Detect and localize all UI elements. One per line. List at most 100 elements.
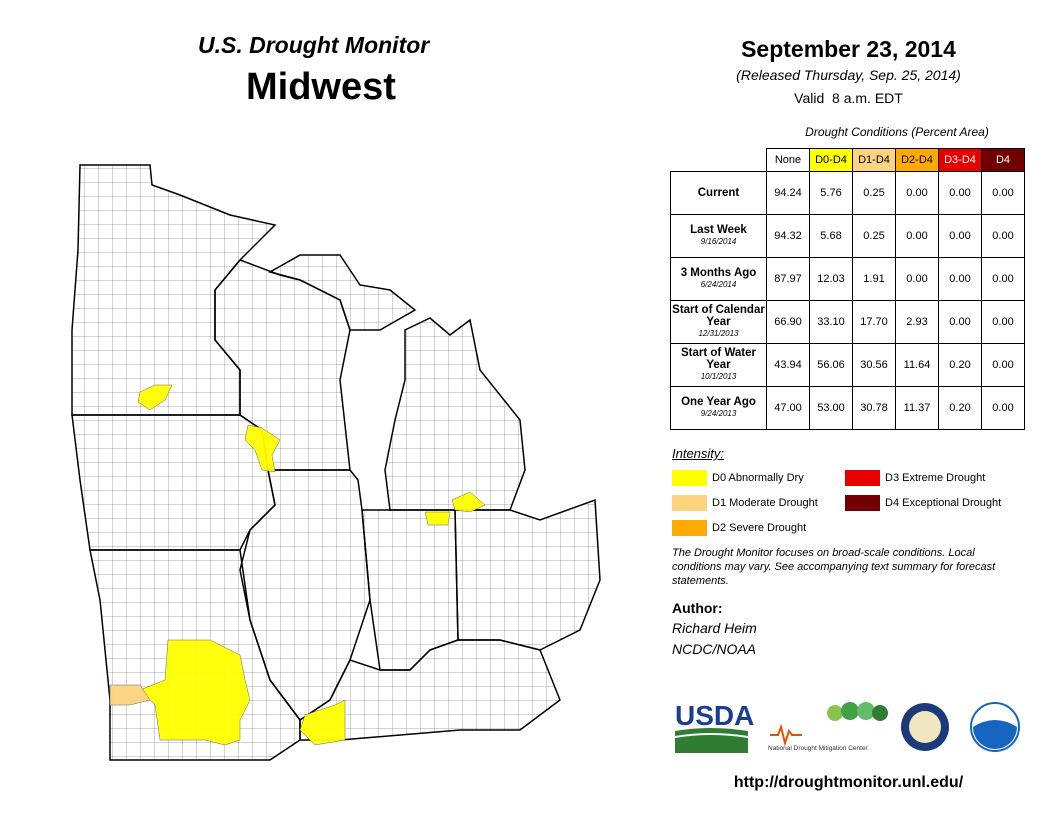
row-title: Current bbox=[697, 187, 740, 199]
d0-area bbox=[244, 424, 281, 473]
cell: 12.03 bbox=[809, 257, 853, 301]
legend-swatch bbox=[672, 470, 707, 486]
legend-label: D0 Abnormally Dry bbox=[712, 472, 804, 484]
upper-michigan bbox=[268, 254, 417, 331]
cell: 30.78 bbox=[852, 386, 896, 430]
usda-stripe bbox=[674, 733, 749, 738]
cell: 0.00 bbox=[981, 300, 1025, 344]
table-caption: Drought Conditions (Percent Area) bbox=[805, 125, 989, 139]
d1-area bbox=[109, 684, 151, 706]
stats-table: None D0-D4 D1-D4 D2-D4 D3-D4 D4 Current 94.24 5.… bbox=[670, 148, 1025, 430]
legend-label: D1 Moderate Drought bbox=[712, 497, 818, 509]
cell: 0.00 bbox=[981, 343, 1025, 387]
ndmc-trees bbox=[827, 702, 888, 721]
legend-label: D2 Severe Drought bbox=[712, 522, 807, 534]
cell: 2.93 bbox=[895, 300, 939, 344]
legend-title: Intensity: bbox=[672, 446, 725, 461]
kentucky bbox=[299, 639, 561, 741]
cell: 87.97 bbox=[766, 257, 810, 301]
cell: 1.91 bbox=[852, 257, 896, 301]
legend-swatch bbox=[845, 470, 880, 486]
table-row: 3 Months Ago 6/24/2014 87.97 12.03 1.91 0.00 0… bbox=[670, 257, 1025, 301]
ohio bbox=[454, 498, 601, 651]
corner bbox=[671, 149, 767, 172]
map bbox=[71, 164, 601, 761]
cell: 94.24 bbox=[766, 171, 810, 215]
row-date: 6/24/2014 bbox=[700, 280, 737, 289]
table-row: Start of Water Year 10/1/2013 43.94 56.06 30… bbox=[670, 343, 1025, 387]
author-name: Richard Heim bbox=[672, 620, 757, 636]
url: http://droughtmonitor.unl.edu/ bbox=[733, 774, 964, 791]
table-row: Start of Calendar Year 12/31/2013 66.90 33.… bbox=[670, 300, 1025, 344]
cell: 43.94 bbox=[766, 343, 810, 387]
legend-label: D3 Extreme Drought bbox=[885, 472, 986, 484]
cell: 5.76 bbox=[809, 171, 853, 215]
logos: USDA National Drought Mitigation Center bbox=[674, 700, 1020, 753]
header-row: None D0-D4 D1-D4 D2-D4 D3-D4 D4 bbox=[671, 148, 1025, 172]
cell: 0.00 bbox=[895, 257, 939, 301]
noaa-wave bbox=[973, 720, 1017, 749]
column-header: D0-D4 bbox=[809, 148, 853, 172]
cell: 0.00 bbox=[938, 300, 982, 344]
doc-seal-inner bbox=[909, 711, 941, 743]
iowa bbox=[71, 414, 276, 551]
cell: 47.00 bbox=[766, 386, 810, 430]
drought-areas bbox=[109, 384, 486, 746]
cell: 11.64 bbox=[895, 343, 939, 387]
lower-michigan bbox=[384, 317, 526, 511]
cell: 0.00 bbox=[895, 214, 939, 258]
row-label: Start of Water Year 10/1/2013 bbox=[670, 343, 767, 387]
released: (Released Thursday, Sep. 25, 2014) bbox=[736, 67, 961, 83]
column-header: D2-D4 bbox=[895, 148, 939, 172]
cell: 0.25 bbox=[852, 214, 896, 258]
row-title: One Year Ago bbox=[681, 396, 756, 408]
date: September 23, 2014 bbox=[741, 36, 956, 62]
author-org: NCDC/NOAA bbox=[672, 641, 757, 657]
cell: 0.20 bbox=[938, 343, 982, 387]
legend-swatch bbox=[672, 520, 707, 536]
table-row: Current 94.24 5.76 0.25 0.00 0.00 0.00 bbox=[670, 171, 1025, 215]
row-label: Start of Calendar Year 12/31/2013 bbox=[670, 300, 767, 344]
column-header: D4 bbox=[981, 148, 1025, 172]
cell: 0.00 bbox=[938, 171, 982, 215]
cell: 0.00 bbox=[895, 171, 939, 215]
ndmc-logo: National Drought Mitigation Center bbox=[768, 745, 869, 752]
table-row: One Year Ago 9/24/2013 47.00 53.00 30.78 11.3… bbox=[670, 386, 1025, 430]
cell: 56.06 bbox=[809, 343, 853, 387]
region-title: Midwest bbox=[246, 66, 396, 108]
column-header: None bbox=[766, 148, 810, 172]
table-row: Last Week 9/16/2014 94.32 5.68 0.25 0.00 0.00 0… bbox=[670, 214, 1025, 258]
column-header: D1-D4 bbox=[852, 148, 896, 172]
cell: 94.32 bbox=[766, 214, 810, 258]
d0-area bbox=[424, 511, 451, 526]
note: The Drought Monitor focuses on broad-sca… bbox=[672, 547, 996, 587]
usda-logo: USDA bbox=[675, 700, 754, 731]
row-date: 9/24/2013 bbox=[700, 409, 737, 418]
cell: 17.70 bbox=[852, 300, 896, 344]
legend-label: D4 Exceptional Drought bbox=[885, 497, 1002, 509]
row-date: 10/1/2013 bbox=[700, 372, 737, 381]
program-title: U.S. Drought Monitor bbox=[198, 32, 430, 58]
row-title: Start of Calendar Year bbox=[672, 304, 765, 328]
author-heading: Author: bbox=[672, 600, 723, 616]
cell: 0.00 bbox=[981, 386, 1025, 430]
row-date: 12/31/2013 bbox=[698, 329, 739, 338]
row-label: Last Week 9/16/2014 bbox=[670, 214, 767, 258]
cell: 0.20 bbox=[938, 386, 982, 430]
cell: 5.68 bbox=[809, 214, 853, 258]
row-title: 3 Months Ago bbox=[680, 267, 757, 279]
row-title: Start of Water Year bbox=[681, 347, 756, 371]
ndmc-line bbox=[770, 723, 802, 747]
cell: 66.90 bbox=[766, 300, 810, 344]
cell: 0.00 bbox=[938, 257, 982, 301]
valid: Valid 8 a.m. EDT bbox=[794, 90, 903, 106]
cell: 0.00 bbox=[938, 214, 982, 258]
row-date: 9/16/2014 bbox=[700, 237, 737, 246]
cell: 0.00 bbox=[981, 257, 1025, 301]
cell: 11.37 bbox=[895, 386, 939, 430]
row-label: One Year Ago 9/24/2013 bbox=[670, 386, 767, 430]
d0-area bbox=[451, 491, 486, 513]
cell: 0.00 bbox=[981, 171, 1025, 215]
legend-swatch bbox=[845, 495, 880, 511]
